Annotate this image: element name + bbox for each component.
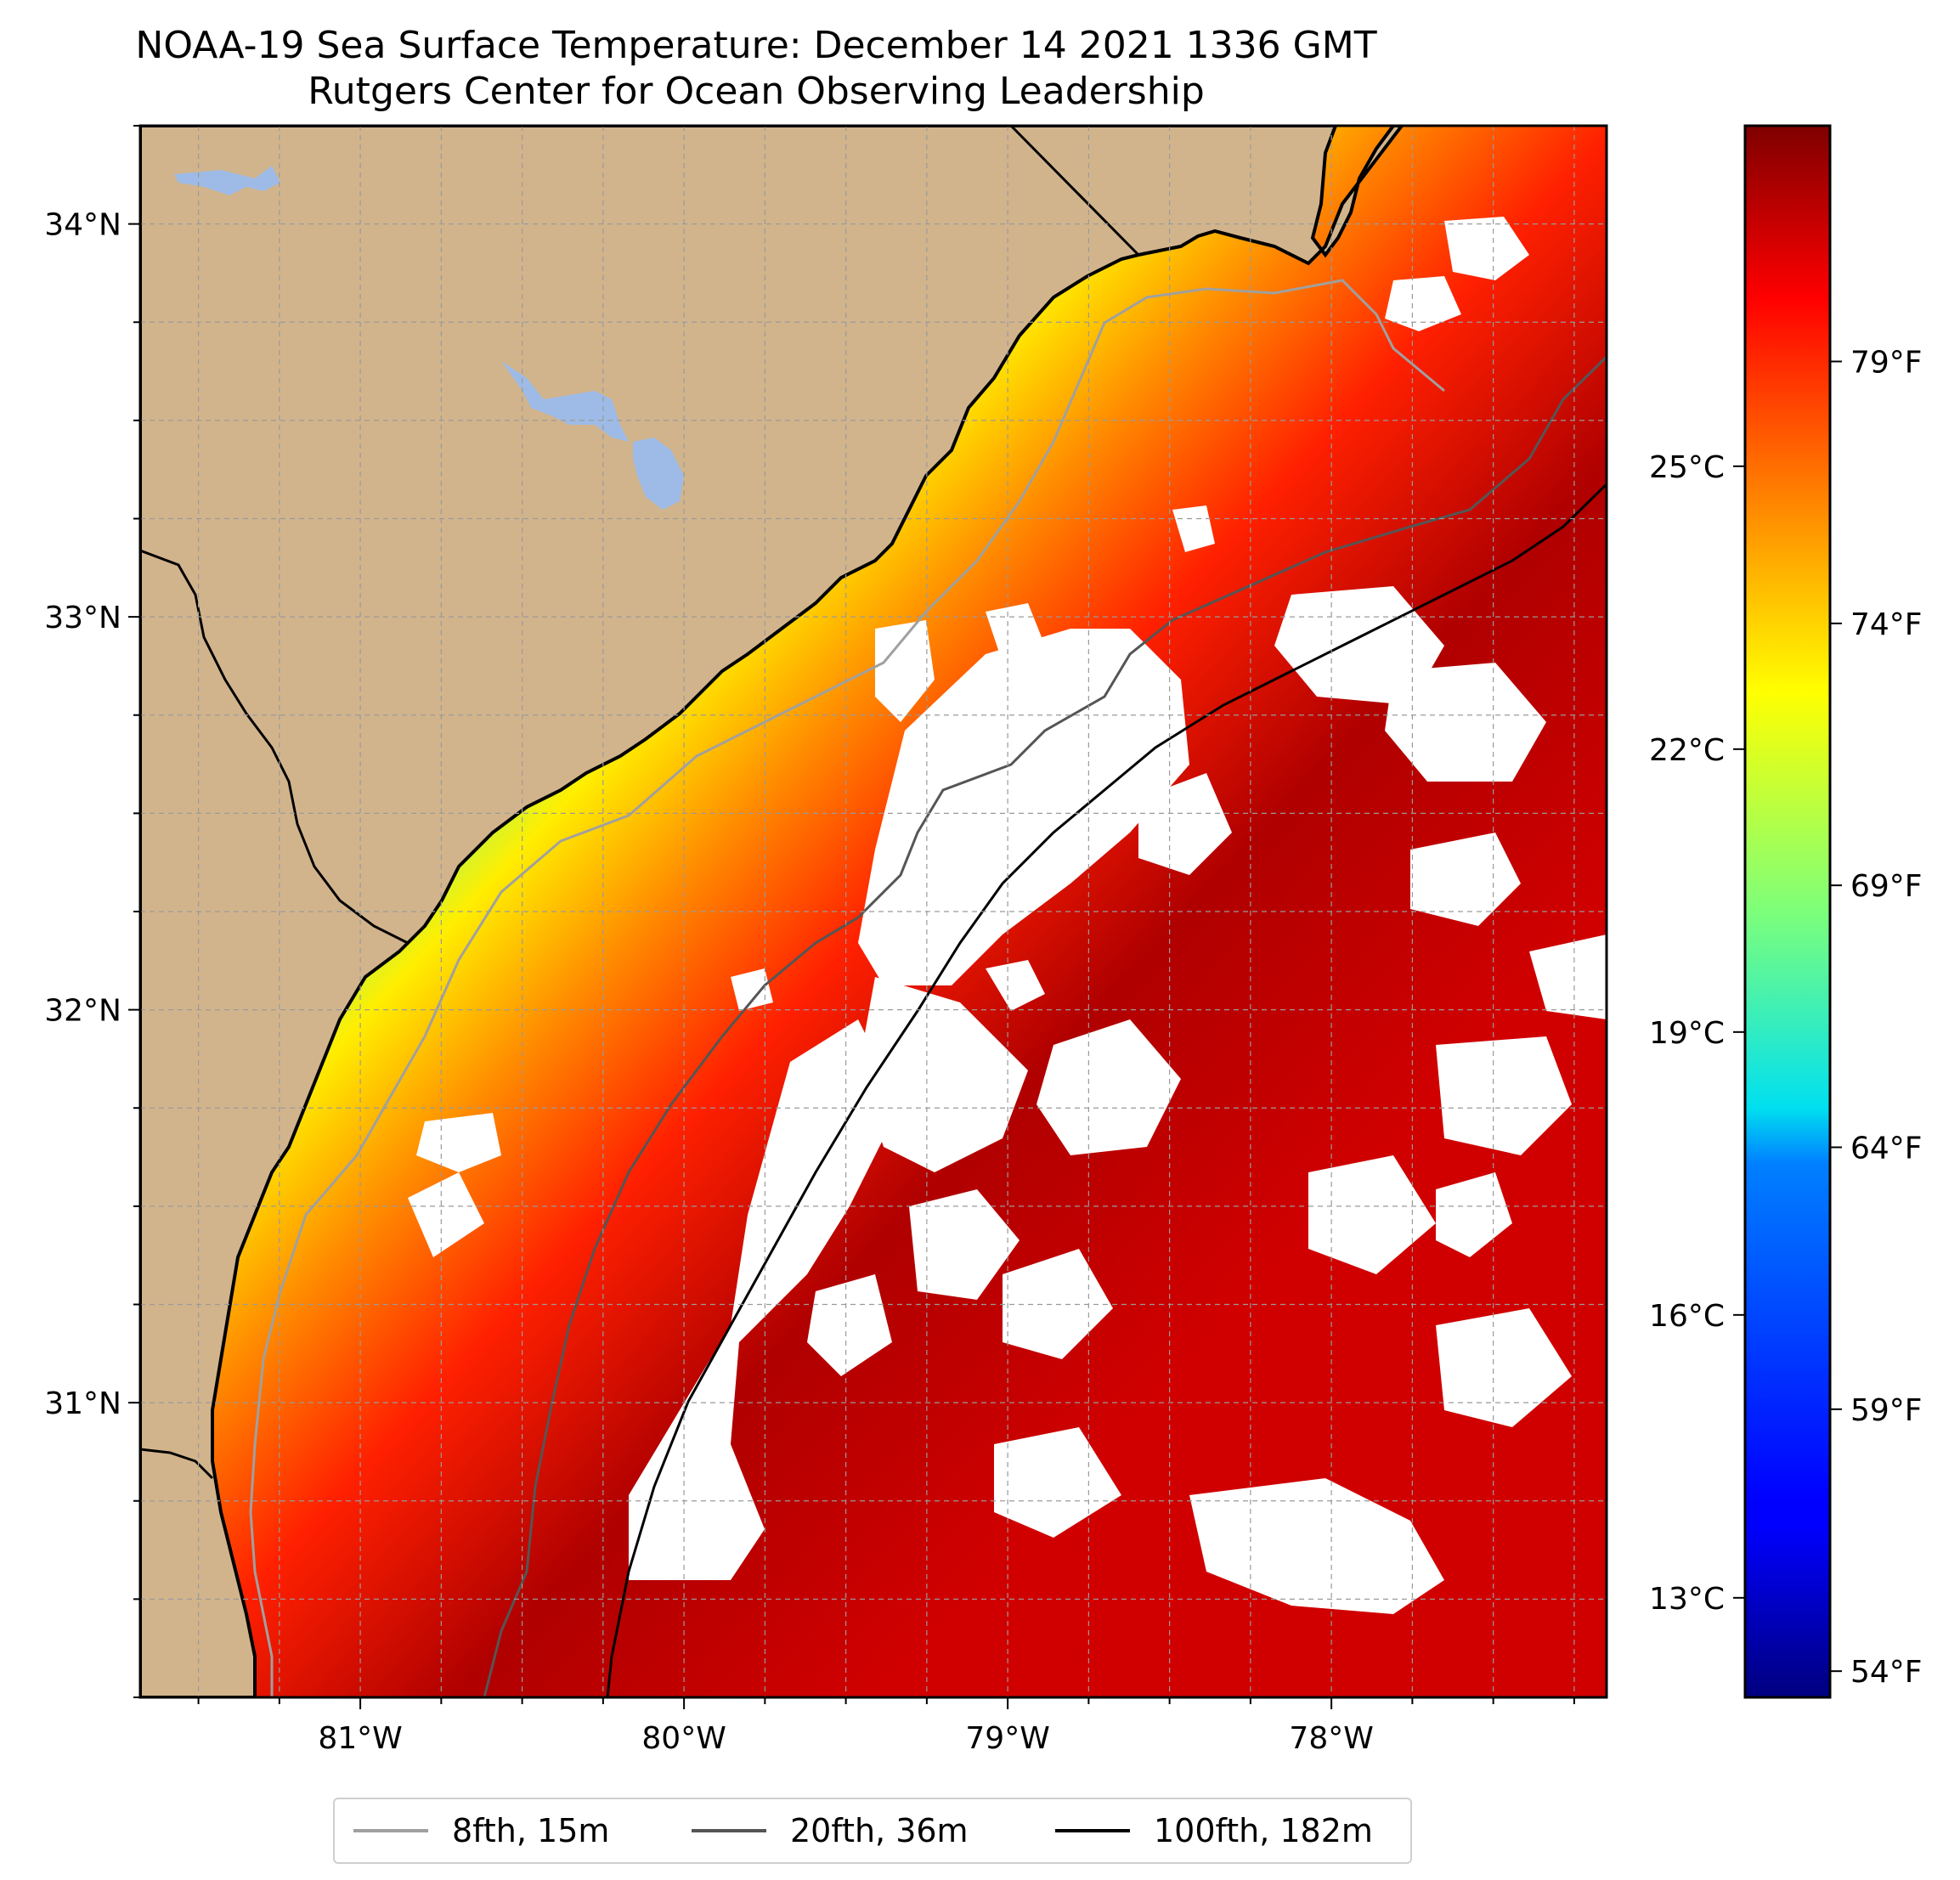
legend-item-100fth: 100fth, 182m xyxy=(1055,1799,1373,1862)
legend-label: 20fth, 36m xyxy=(790,1812,969,1849)
lon-tick-label: 81°W xyxy=(318,1721,402,1756)
isobath-20fth xyxy=(483,355,1607,1697)
lakes xyxy=(174,166,684,510)
celsius-tick-label: 25°C xyxy=(1649,450,1725,485)
lon-tick-label: 80°W xyxy=(641,1721,726,1756)
celsius-tick-label: 16°C xyxy=(1649,1299,1725,1334)
map-panel xyxy=(140,126,1607,1697)
fahrenheit-tick-label: 79°F xyxy=(1850,346,1923,381)
colorbar: 79°F 74°F 69°F 64°F 59°F 54°F 25°C 22°C 19°C 16°C… xyxy=(1649,124,1923,1699)
legend-swatch xyxy=(353,1829,428,1832)
land-mass xyxy=(140,126,1404,1697)
fahrenheit-tick-label: 74°F xyxy=(1850,607,1923,642)
isobath-legend: 8fth, 15m 20fth, 36m 100fth, 182m xyxy=(333,1798,1412,1864)
state-border-sc-ga xyxy=(140,549,409,945)
lat-tick-label: 33°N xyxy=(44,601,121,635)
colorbar-ramp xyxy=(1743,124,1832,1699)
fahrenheit-tick-label: 59°F xyxy=(1850,1393,1923,1428)
state-border-sc-nc xyxy=(1009,126,1140,257)
legend-item-20fth: 20fth, 36m xyxy=(692,1799,969,1862)
lon-tick-label: 78°W xyxy=(1289,1721,1373,1756)
fahrenheit-tick-label: 69°F xyxy=(1850,869,1923,904)
map-subtitle: Rutgers Center for Ocean Observing Leade… xyxy=(308,70,1205,113)
fahrenheit-tick-label: 64°F xyxy=(1850,1132,1923,1166)
celsius-tick-label: 19°C xyxy=(1649,1016,1725,1051)
fahrenheit-tick-label: 54°F xyxy=(1850,1655,1923,1690)
legend-label: 100fth, 182m xyxy=(1154,1812,1373,1849)
celsius-tick-label: 13°C xyxy=(1649,1582,1725,1617)
legend-swatch xyxy=(1055,1829,1130,1832)
gridlines xyxy=(140,126,1607,1697)
isobath-100fth xyxy=(606,483,1607,1697)
isobath-8fth xyxy=(249,279,1445,1697)
celsius-tick-label: 22°C xyxy=(1649,733,1725,768)
legend-swatch xyxy=(692,1829,766,1832)
cloud-mask xyxy=(408,217,1607,1614)
map-title: NOAA-19 Sea Surface Temperature: Decembe… xyxy=(135,24,1377,67)
legend-item-8fth: 8fth, 15m xyxy=(353,1799,609,1862)
state-border-ga-fl xyxy=(140,1448,214,1480)
lon-tick-label: 79°W xyxy=(965,1721,1049,1756)
lat-tick-label: 31°N xyxy=(44,1386,121,1421)
map-axes: 34°N 33°N 32°N 31°N 81°W 80°W 79°W 78°W xyxy=(44,125,1575,1756)
lat-tick-label: 32°N xyxy=(44,994,121,1029)
lat-tick-label: 34°N xyxy=(44,208,121,243)
legend-label: 8fth, 15m xyxy=(452,1812,610,1849)
colorbar-ticks: 79°F 74°F 69°F 64°F 59°F 54°F 25°C 22°C 19°C 16°C… xyxy=(1649,346,1922,1691)
